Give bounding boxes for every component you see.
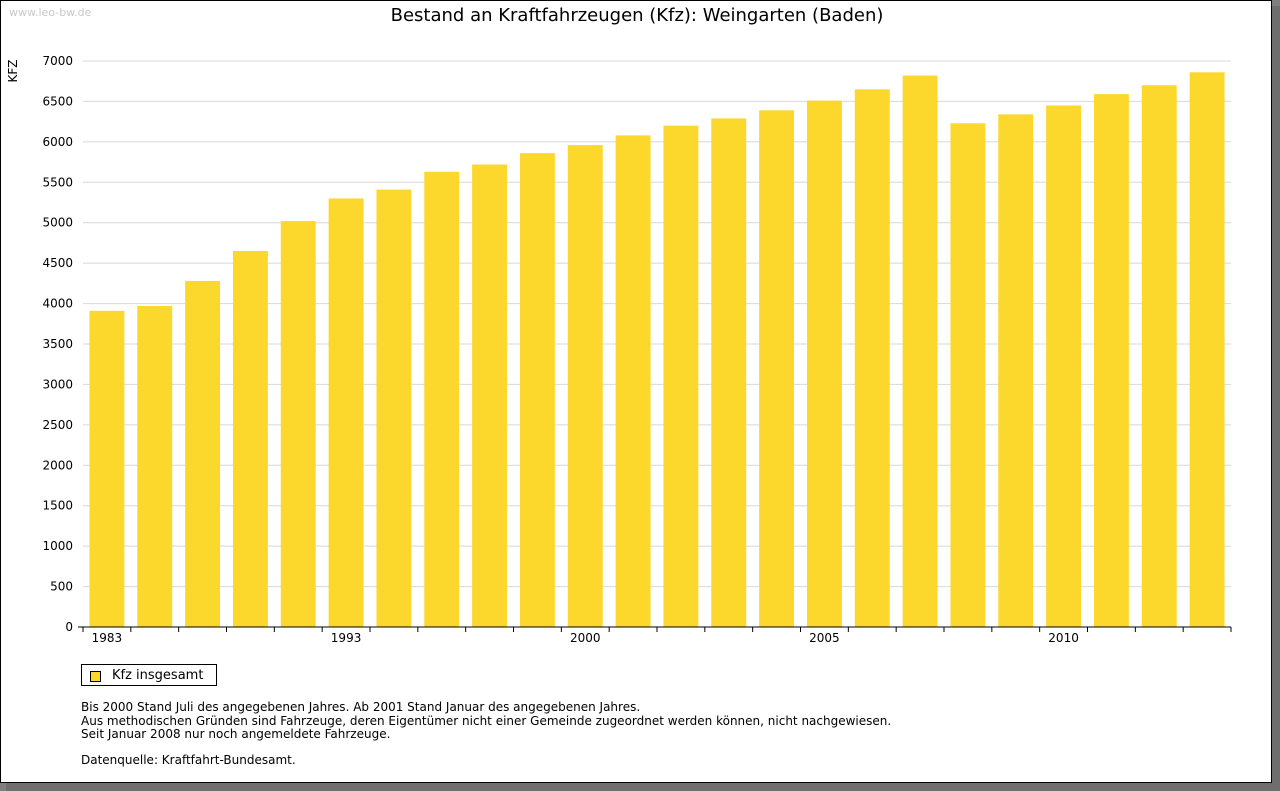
y-tick-label-11: 5500 <box>42 175 73 189</box>
bar-1992 <box>280 221 316 627</box>
x-tick-label-2000: 2000 <box>570 631 601 645</box>
bar-1983 <box>89 310 125 627</box>
y-tick-label-3: 1500 <box>42 499 73 513</box>
bar-2011 <box>1189 72 1225 627</box>
y-tick-label-12: 6000 <box>42 135 73 149</box>
bar-2006 <box>950 123 986 627</box>
bar-1999 <box>615 135 651 628</box>
legend-label: Kfz insgesamt <box>112 668 204 683</box>
bar-2008 <box>1046 105 1082 627</box>
x-tick-label-2010: 2010 <box>1048 631 1079 645</box>
y-axis-label: KFZ <box>6 60 20 83</box>
bar-1998 <box>567 145 603 627</box>
data-source: Datenquelle: Kraftfahrt-Bundesamt. <box>81 753 296 767</box>
bar-1988 <box>137 305 173 627</box>
bar-2002 <box>759 110 795 627</box>
y-tick-label-5: 2500 <box>42 418 73 432</box>
y-tick-label-2: 1000 <box>42 539 73 553</box>
bar-2007 <box>998 114 1034 627</box>
y-tick-label-4: 2000 <box>42 458 73 472</box>
y-tick-label-14: 7000 <box>42 54 73 68</box>
bar-2004 <box>854 89 890 628</box>
bar-1994 <box>376 189 412 627</box>
bar-2005 <box>902 75 938 628</box>
bar-1995 <box>424 171 460 627</box>
bar-2001 <box>711 118 747 627</box>
bar-2003 <box>806 100 842 628</box>
frame-shadow-bottom <box>6 783 1280 791</box>
y-tick-label-8: 4000 <box>42 297 73 311</box>
legend: Kfz insgesamt <box>81 664 217 686</box>
bar-1991 <box>232 251 268 627</box>
y-tick-label-1: 500 <box>50 580 73 594</box>
frame-shadow-right <box>1272 6 1280 791</box>
note-line-2: Aus methodischen Gründen sind Fahrzeuge,… <box>81 714 892 728</box>
note-line-3: Seit Januar 2008 nur noch angemeldete Fa… <box>81 727 391 741</box>
y-tick-label-0: 0 <box>65 620 73 634</box>
legend-swatch <box>90 671 101 682</box>
bar-2000 <box>663 125 699 627</box>
note-line-1: Bis 2000 Stand Juli des angegebenen Jahr… <box>81 700 641 714</box>
bar-1990 <box>185 280 221 627</box>
y-tick-label-10: 5000 <box>42 216 73 230</box>
y-tick-label-13: 6500 <box>42 94 73 108</box>
bar-2009 <box>1093 94 1129 627</box>
bar-1996 <box>472 164 508 628</box>
watermark: www.leo-bw.de <box>9 6 92 19</box>
chart-title: Bestand an Kraftfahrzeugen (Kfz): Weinga… <box>390 5 884 26</box>
x-tick-label-2005: 2005 <box>809 631 840 645</box>
bar-2010 <box>1141 85 1177 627</box>
y-tick-label-9: 4500 <box>42 256 73 270</box>
y-tick-label-7: 3500 <box>42 337 73 351</box>
bar-1997 <box>519 153 555 628</box>
y-tick-label-6: 3000 <box>42 377 73 391</box>
x-tick-label-1983: 1983 <box>92 631 123 645</box>
x-tick-label-1993: 1993 <box>331 631 362 645</box>
bar-1993 <box>328 198 364 627</box>
